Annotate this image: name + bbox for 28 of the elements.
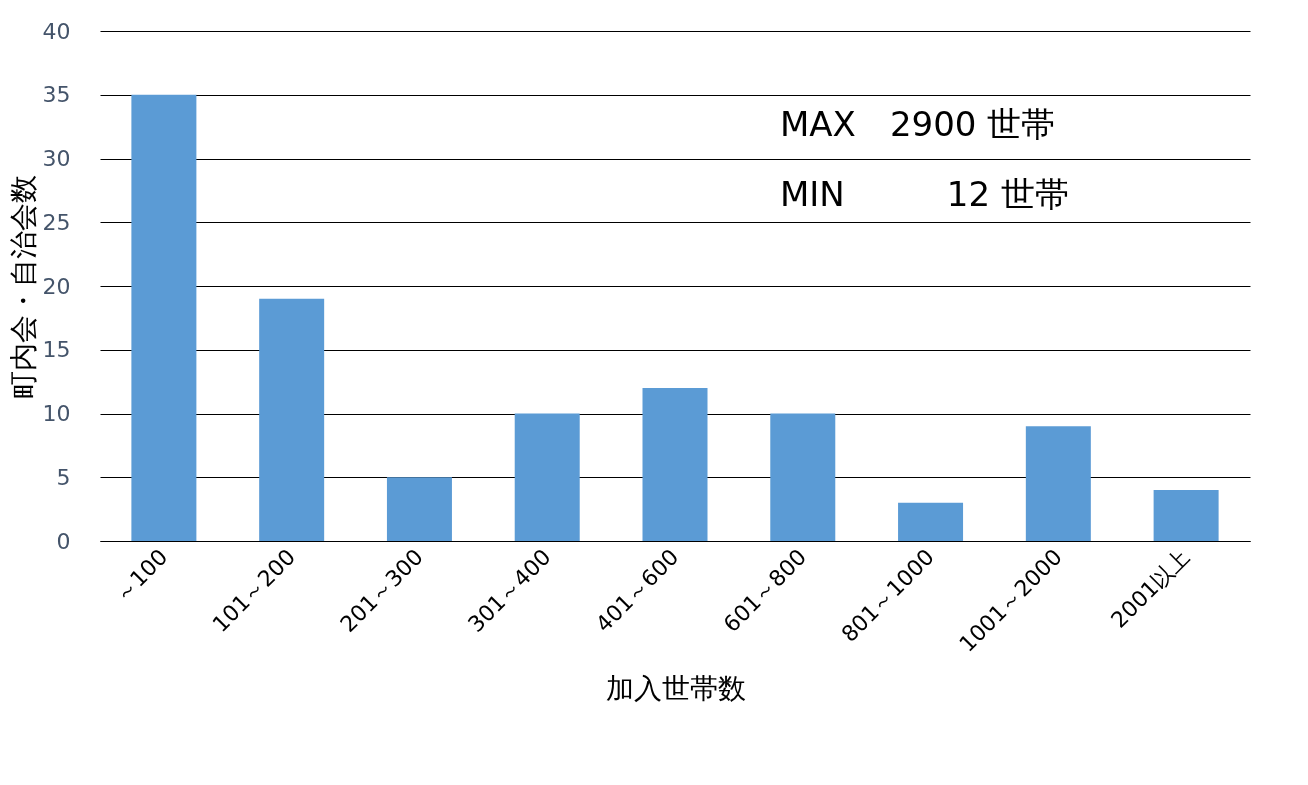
x-tick-label: 301～400 (463, 544, 556, 637)
x-tick-label: ～100 (109, 544, 173, 608)
x-tick-label: 401～600 (590, 544, 684, 637)
y-tick-label: 10 (42, 401, 71, 426)
annotation: MIN 12 世帯 (780, 174, 1069, 214)
y-tick-label: 20 (42, 273, 71, 299)
x-tick-label: 601～800 (718, 544, 812, 637)
bar (898, 502, 964, 541)
bar (386, 477, 452, 541)
annotation: MAX 2900 世帯 (780, 104, 1056, 144)
y-tick-label: 30 (42, 146, 71, 171)
x-tick-label: 201～300 (335, 544, 428, 637)
y-tick-label: 15 (42, 337, 71, 363)
bar (131, 94, 197, 541)
x-axis-title: 加入世帯数 (605, 672, 746, 706)
y-tick-label: 25 (42, 209, 71, 235)
bar (770, 413, 836, 541)
bar (642, 388, 708, 541)
bar (514, 413, 580, 541)
bar (259, 298, 325, 541)
y-tick-label: 5 (56, 464, 71, 490)
bar (1153, 490, 1219, 541)
y-axis-title: 町内会・自治会数 (6, 174, 40, 399)
bar (1025, 426, 1091, 541)
y-tick-label: 40 (42, 18, 71, 44)
y-tick-label: 0 (56, 528, 71, 554)
x-tick-label: 101～200 (207, 544, 301, 637)
y-tick-label: 35 (42, 82, 71, 108)
